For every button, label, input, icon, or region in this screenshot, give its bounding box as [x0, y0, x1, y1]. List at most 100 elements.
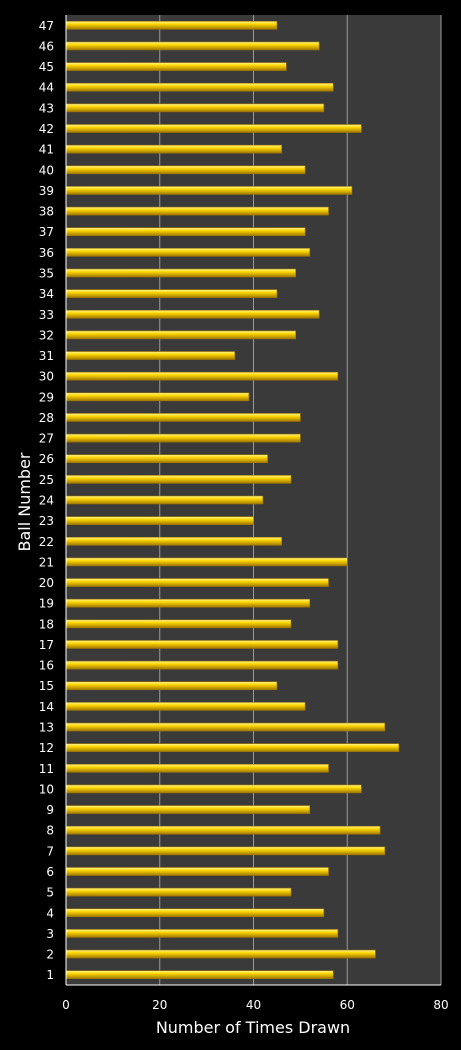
y-tick-label-13: 13: [39, 721, 54, 735]
y-tick-label-4: 4: [46, 906, 54, 920]
bar-9: [65, 805, 311, 814]
bar-36: [65, 248, 311, 257]
y-tick-label-21: 21: [39, 555, 54, 569]
bar-39: [65, 186, 353, 195]
bar-23: [65, 516, 254, 525]
bar-44: [65, 82, 334, 92]
bar-46: [65, 41, 320, 51]
y-tick-label-41: 41: [39, 143, 54, 157]
bar-31: [65, 351, 236, 360]
y-tick-label-38: 38: [39, 205, 54, 219]
bar-47: [65, 21, 278, 30]
y-tick-label-35: 35: [39, 266, 54, 280]
x-tick-label-80: 80: [433, 998, 448, 1012]
bar-18: [65, 619, 292, 629]
y-tick-label-39: 39: [39, 184, 54, 198]
bar-41: [65, 144, 282, 154]
y-tick-label-44: 44: [39, 81, 54, 95]
bar-26: [65, 454, 268, 464]
bar-30: [65, 371, 339, 381]
y-tick-label-9: 9: [46, 803, 54, 817]
y-axis-title: Ball Number: [15, 452, 34, 551]
bar-42: [65, 124, 362, 133]
y-tick-label-14: 14: [39, 700, 54, 714]
bar-12: [65, 743, 400, 752]
y-tick-label-1: 1: [46, 968, 54, 982]
bar-29: [65, 392, 250, 402]
x-tick-label-40: 40: [246, 998, 261, 1012]
bar-43: [65, 103, 325, 113]
y-tick-label-34: 34: [39, 287, 54, 301]
bar-45: [65, 62, 287, 71]
y-tick-label-5: 5: [46, 886, 54, 900]
bar-2: [65, 949, 376, 959]
bar-24: [65, 495, 264, 505]
bar-34: [65, 289, 278, 298]
y-tick-label-33: 33: [39, 308, 54, 322]
y-tick-label-10: 10: [39, 782, 54, 796]
bar-38: [65, 206, 329, 216]
x-tick-label-0: 0: [62, 998, 70, 1012]
bar-7: [65, 846, 386, 856]
axes: [65, 15, 441, 986]
bar-17: [65, 640, 339, 649]
bar-4: [65, 908, 325, 918]
y-tick-label-36: 36: [39, 246, 54, 260]
x-tick-label-20: 20: [152, 998, 167, 1012]
bar-25: [65, 475, 292, 484]
y-tick-label-6: 6: [46, 865, 54, 879]
y-tick-label-43: 43: [39, 101, 54, 115]
bars: [65, 21, 400, 979]
bar-11: [65, 763, 329, 773]
bar-21: [65, 557, 348, 567]
bar-5: [65, 887, 292, 897]
bar-1: [65, 970, 334, 979]
bar-33: [65, 309, 320, 319]
bar-6: [65, 867, 329, 876]
bar-19: [65, 598, 311, 608]
y-tick-label-24: 24: [39, 494, 54, 508]
y-tick-label-26: 26: [39, 452, 54, 466]
y-tick-label-16: 16: [39, 659, 54, 673]
y-tick-label-20: 20: [39, 576, 54, 590]
y-tick-label-25: 25: [39, 473, 54, 487]
y-tick-label-40: 40: [39, 163, 54, 177]
y-tick-label-31: 31: [39, 349, 54, 363]
y-tick-label-45: 45: [39, 60, 54, 74]
bar-10: [65, 784, 362, 794]
y-tick-label-19: 19: [39, 597, 54, 611]
bar-27: [65, 433, 301, 443]
bar-40: [65, 165, 306, 175]
bar-20: [65, 578, 329, 587]
y-tick-label-27: 27: [39, 432, 54, 446]
bar-3: [65, 929, 339, 938]
x-tick-labels: 0 20 40 60 80: [62, 998, 448, 1012]
y-tick-label-15: 15: [39, 679, 54, 693]
y-tick-label-7: 7: [46, 844, 54, 858]
y-tick-label-37: 37: [39, 225, 54, 239]
x-axis-title: Number of Times Drawn: [156, 1018, 350, 1037]
y-tick-labels: 1234567891011121314151617181920212223242…: [39, 19, 54, 982]
y-tick-label-8: 8: [46, 824, 54, 838]
y-tick-label-12: 12: [39, 741, 54, 755]
bar-16: [65, 660, 339, 670]
y-tick-label-32: 32: [39, 328, 54, 342]
y-tick-label-11: 11: [39, 762, 54, 776]
y-tick-label-47: 47: [39, 19, 54, 33]
y-tick-label-3: 3: [46, 927, 54, 941]
y-tick-label-46: 46: [39, 39, 54, 53]
bar-32: [65, 330, 296, 340]
y-tick-label-18: 18: [39, 617, 54, 631]
bar-37: [65, 227, 306, 237]
bar-13: [65, 722, 386, 732]
y-tick-label-17: 17: [39, 638, 54, 652]
y-tick-label-42: 42: [39, 122, 54, 136]
y-tick-label-22: 22: [39, 535, 54, 549]
y-tick-label-28: 28: [39, 411, 54, 425]
y-tick-label-30: 30: [39, 370, 54, 384]
x-tick-label-60: 60: [340, 998, 355, 1012]
bar-28: [65, 413, 301, 422]
y-tick-label-23: 23: [39, 514, 54, 528]
bar-14: [65, 702, 306, 711]
